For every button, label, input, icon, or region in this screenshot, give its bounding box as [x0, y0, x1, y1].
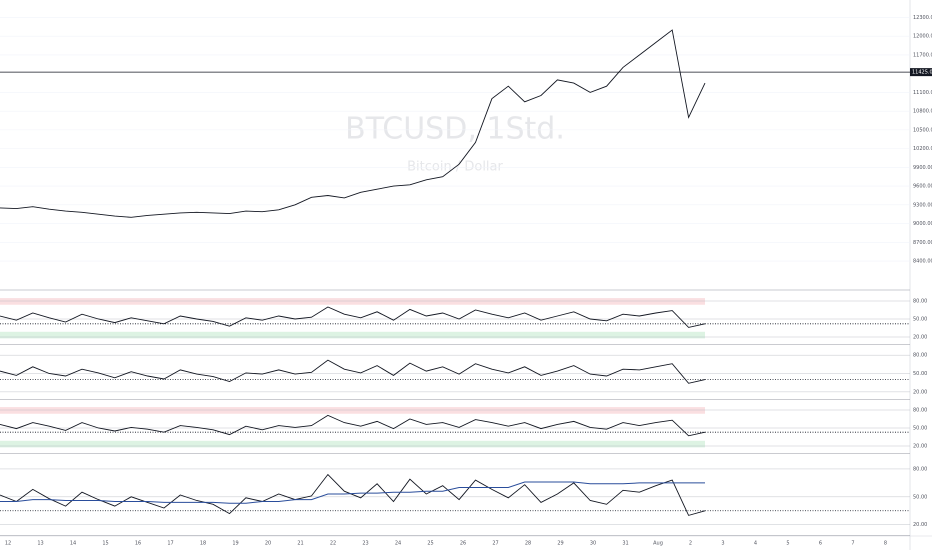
time-tick-label: 23 — [362, 541, 368, 547]
oversold-band — [0, 440, 705, 448]
overbought-band — [0, 298, 705, 305]
price-tick-label: 8400.00 — [913, 259, 932, 265]
price-tick-label: 11700.00 — [913, 52, 932, 58]
panel-tick-label: 20.00 — [913, 444, 927, 450]
time-tick-label: 4 — [754, 541, 757, 547]
watermark-symbol: BTCUSD, 1Std. — [345, 112, 565, 147]
panel-tick-label: 20.00 — [913, 522, 927, 528]
panel-tick-label: 20.00 — [913, 389, 927, 395]
time-tick-label: 21 — [297, 541, 303, 547]
series-line — [0, 306, 706, 328]
time-tick-label: 16 — [135, 541, 141, 547]
time-tick-label: 7 — [851, 541, 854, 547]
time-tick-label: 30 — [590, 541, 596, 547]
time-tick-label: 31 — [622, 541, 628, 547]
time-tick-label: 13 — [37, 541, 43, 547]
price-tick-label: 9900.00 — [913, 165, 932, 171]
time-tick-label: 26 — [460, 541, 466, 547]
time-tick-label: 25 — [427, 541, 433, 547]
panel-tick-label: 20.00 — [913, 335, 927, 341]
price-tick-label: 9600.00 — [913, 184, 932, 190]
series-line — [0, 481, 705, 504]
time-tick-label: 3 — [721, 541, 724, 547]
time-tick-label: 5 — [786, 541, 789, 547]
overbought-band — [0, 407, 705, 414]
series-line — [0, 473, 706, 516]
time-tick-label: 19 — [232, 541, 238, 547]
panel-tick-label: 50.00 — [913, 426, 927, 432]
panel-tick-label: 80.00 — [913, 299, 927, 305]
time-tick-label: 2 — [689, 541, 692, 547]
series-line — [0, 414, 706, 437]
time-tick-label: 22 — [330, 541, 336, 547]
last-price-label: 11425.00 — [912, 70, 932, 76]
panel-tick-label: 80.00 — [913, 353, 927, 359]
panel-tick-label: 50.00 — [913, 317, 927, 323]
price-tick-label: 9300.00 — [913, 202, 932, 208]
time-tick-label: 14 — [70, 541, 76, 547]
time-tick-label: 28 — [525, 541, 531, 547]
price-tick-label: 12300.00 — [913, 15, 932, 21]
time-tick-label: 12 — [5, 541, 11, 547]
price-tick-label: 11100.00 — [913, 90, 932, 96]
time-tick-label: Aug — [653, 541, 663, 547]
price-tick-label: 10800.00 — [913, 109, 932, 115]
panel-tick-label: 80.00 — [913, 466, 927, 472]
time-tick-label: 17 — [167, 541, 173, 547]
last-price-box — [910, 68, 932, 77]
time-tick-label: 6 — [819, 541, 822, 547]
time-tick-label: 29 — [557, 541, 563, 547]
time-tick-label: 8 — [884, 541, 887, 547]
price-tick-label: 12000.00 — [913, 34, 932, 40]
series-line — [0, 359, 706, 384]
price-tick-label: 8700.00 — [913, 240, 932, 246]
panel-tick-label: 50.00 — [913, 494, 927, 500]
price-tick-label: 10200.00 — [913, 146, 932, 152]
time-tick-label: 27 — [492, 541, 498, 547]
time-tick-label: 20 — [265, 541, 271, 547]
panel-tick-label: 80.00 — [913, 408, 927, 414]
panel-tick-label: 50.00 — [913, 371, 927, 377]
time-tick-label: 18 — [200, 541, 206, 547]
price-tick-label: 9000.00 — [913, 221, 932, 227]
price-tick-label: 10500.00 — [913, 127, 932, 133]
oversold-band — [0, 331, 705, 339]
time-tick-label: 24 — [395, 541, 401, 547]
time-tick-label: 15 — [102, 541, 108, 547]
series-line — [0, 29, 706, 218]
